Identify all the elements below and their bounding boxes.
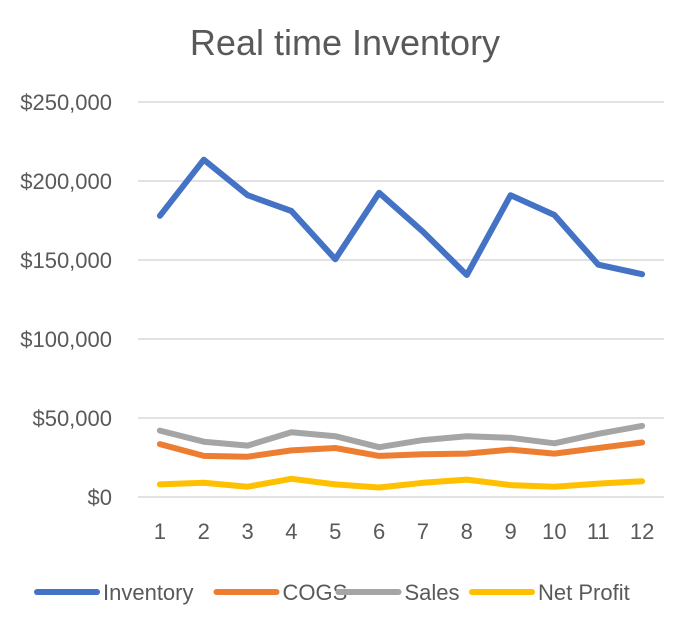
x-axis-ticks: 1 2 3 4 5 6 7 8 9 10 11 12 [154, 519, 655, 544]
series-line-cogs [156, 439, 646, 460]
series-line-sales [156, 422, 646, 451]
x-tick-label: 12 [630, 519, 654, 544]
y-tick-label: $100,000 [20, 327, 112, 352]
y-tick-label: $150,000 [20, 248, 112, 273]
x-tick-label: 1 [154, 519, 166, 544]
x-tick-label: 3 [241, 519, 253, 544]
legend-label-sales: Sales [405, 580, 460, 605]
chart-title: Real time Inventory [190, 22, 500, 63]
y-tick-label: $200,000 [20, 169, 112, 194]
series-line-inventory [156, 156, 646, 278]
x-tick-label: 10 [542, 519, 566, 544]
x-tick-label: 7 [417, 519, 429, 544]
x-tick-label: 8 [461, 519, 473, 544]
series-line-net-profit [156, 475, 646, 491]
x-tick-label: 9 [504, 519, 516, 544]
x-tick-label: 5 [329, 519, 341, 544]
x-tick-label: 4 [285, 519, 297, 544]
y-tick-label: $250,000 [20, 90, 112, 115]
y-axis-ticks: $0 $50,000 $100,000 $150,000 $200,000 $250,00… [20, 90, 112, 510]
y-tick-label: $0 [88, 485, 112, 510]
series-lines [156, 156, 646, 491]
y-tick-label: $50,000 [32, 406, 112, 431]
legend: Inventory COGS Sales Net Profit [34, 580, 630, 605]
legend-label-net-profit: Net Profit [538, 580, 630, 605]
x-tick-label: 11 [587, 519, 610, 544]
legend-label-inventory: Inventory [103, 580, 194, 605]
x-tick-label: 6 [373, 519, 385, 544]
x-tick-label: 2 [198, 519, 210, 544]
